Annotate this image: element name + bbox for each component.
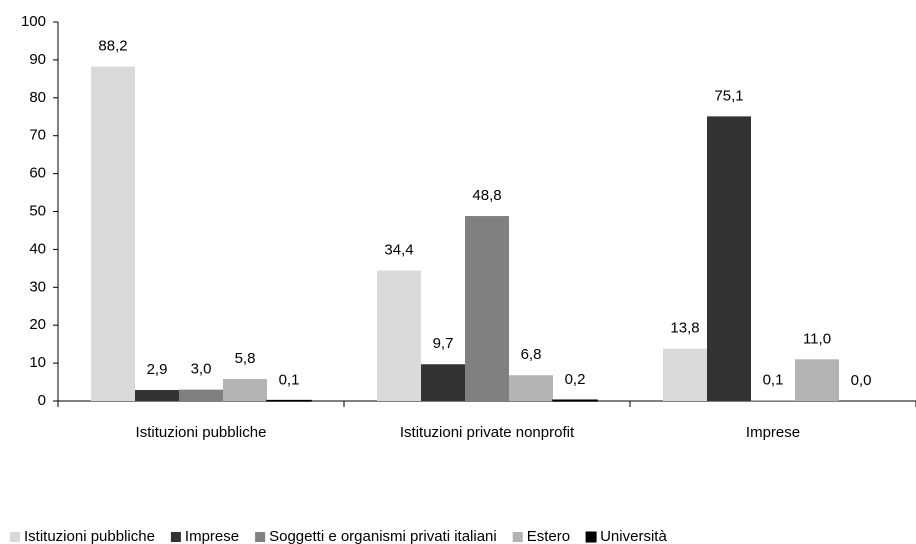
bar: [663, 348, 707, 401]
legend-swatch: [170, 532, 181, 542]
y-tick-label: 20: [29, 316, 46, 333]
value-label: 48,8: [472, 187, 501, 204]
y-tick-label: 100: [21, 13, 46, 30]
value-label: 3,0: [191, 361, 212, 378]
value-label: 0,1: [279, 372, 300, 389]
bar: [795, 359, 839, 401]
value-label: 34,4: [384, 242, 413, 259]
y-tick-label: 80: [29, 89, 46, 106]
value-label: 5,8: [235, 350, 256, 367]
y-tick-label: 10: [29, 354, 46, 371]
bar: [91, 66, 135, 402]
legend-label: Istituzioni pubbliche: [24, 528, 155, 544]
bar: [421, 364, 465, 401]
value-label: 6,8: [521, 346, 542, 363]
value-label: 0,2: [565, 371, 586, 388]
y-tick-label: 60: [29, 165, 46, 182]
value-label: 13,8: [670, 320, 699, 337]
legend-swatch: [255, 532, 266, 542]
legend-swatch: [10, 532, 20, 542]
bar: [223, 379, 267, 401]
x-tick-label: Istituzioni pubbliche: [136, 424, 267, 441]
legend-swatch: [585, 531, 597, 543]
value-label: 9,7: [433, 335, 454, 352]
y-tick-label: 90: [29, 51, 46, 68]
bar: [707, 116, 751, 401]
value-label: 0,0: [851, 372, 872, 389]
legend-label: Università: [600, 528, 667, 544]
bar: [465, 216, 509, 401]
bar: [179, 389, 223, 401]
bar: [552, 399, 598, 402]
value-label: 88,2: [98, 38, 127, 55]
x-tick-label: Istituzioni private nonprofit: [400, 424, 575, 441]
value-label: 75,1: [714, 87, 743, 104]
bar: [509, 375, 553, 401]
legend-swatch: [512, 532, 523, 542]
y-tick-label: 30: [29, 278, 46, 295]
value-label: 2,9: [147, 361, 168, 378]
y-tick-label: 0: [38, 392, 46, 409]
value-label: 11,0: [803, 330, 831, 347]
y-tick-label: 50: [29, 202, 46, 219]
y-tick-label: 70: [29, 127, 46, 144]
y-tick-label: 40: [29, 240, 46, 257]
legend-label: Estero: [527, 528, 570, 544]
bar: [377, 270, 421, 401]
x-tick-label: Imprese: [746, 424, 800, 441]
value-label: 0,1: [763, 372, 784, 389]
legend-label: Imprese: [185, 528, 239, 544]
legend-label: Soggetti e organismi privati italiani: [269, 528, 497, 544]
bar: [135, 390, 179, 401]
